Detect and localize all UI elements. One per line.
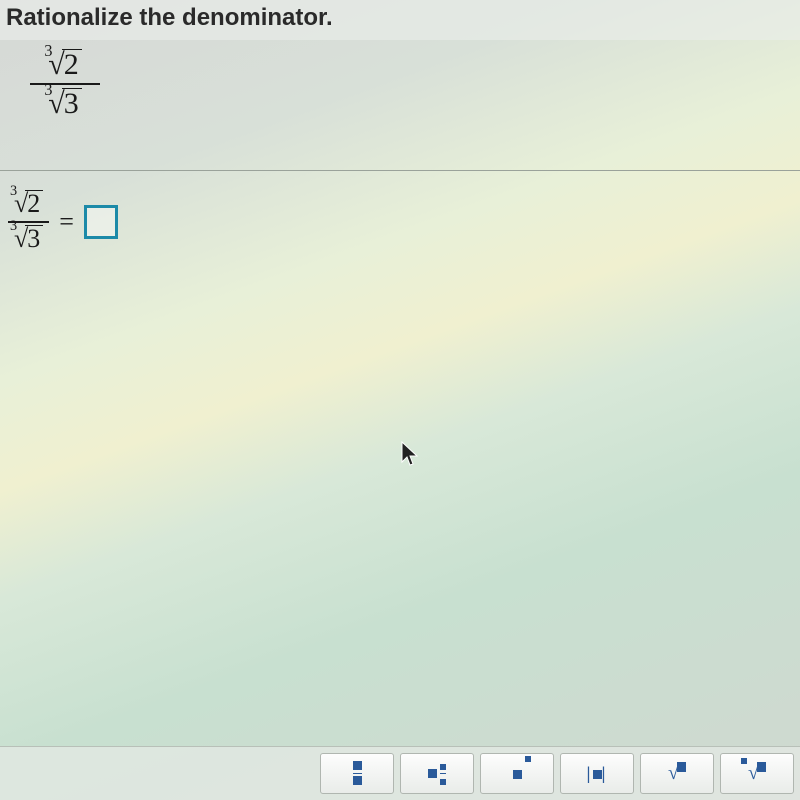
radicand: 3 — [62, 88, 82, 119]
lhs-num-cuberoot: 3 √2 — [14, 190, 43, 219]
math-toolbar: || √ √ — [0, 746, 800, 800]
expression-fraction: 3 √2 3 √3 — [30, 48, 100, 120]
lhs-den-cuberoot: 3 √3 — [14, 225, 43, 254]
lhs-fraction: 3 √2 3 √3 — [8, 190, 49, 253]
fraction-button[interactable] — [320, 753, 394, 794]
numerator-cuberoot: 3 √2 — [48, 48, 81, 81]
absolute-value-button[interactable]: || — [560, 753, 634, 794]
question-prompt: Rationalize the denominator. — [0, 0, 800, 40]
denominator-cuberoot: 3 √3 — [48, 87, 81, 120]
mixed-number-button[interactable] — [400, 753, 474, 794]
exponent-button[interactable] — [480, 753, 554, 794]
question-screen: Rationalize the denominator. 3 √2 3 √3 — [0, 0, 800, 800]
nth-root-button[interactable]: √ — [720, 753, 794, 794]
answer-input-box[interactable] — [84, 205, 118, 239]
root-index: 3 — [10, 219, 17, 235]
square-root-button[interactable]: √ — [640, 753, 714, 794]
root-index: 3 — [44, 81, 52, 99]
root-index: 3 — [44, 42, 52, 60]
answer-row: 3 √2 3 √3 = — [8, 190, 118, 253]
radicand: 2 — [25, 190, 43, 217]
equals-sign: = — [59, 207, 74, 237]
radicand: 2 — [62, 49, 82, 80]
expression-display: 3 √2 3 √3 — [30, 48, 100, 120]
section-divider — [0, 170, 800, 171]
root-index: 3 — [10, 184, 17, 200]
radicand: 3 — [25, 225, 43, 252]
cursor-icon — [400, 440, 420, 468]
